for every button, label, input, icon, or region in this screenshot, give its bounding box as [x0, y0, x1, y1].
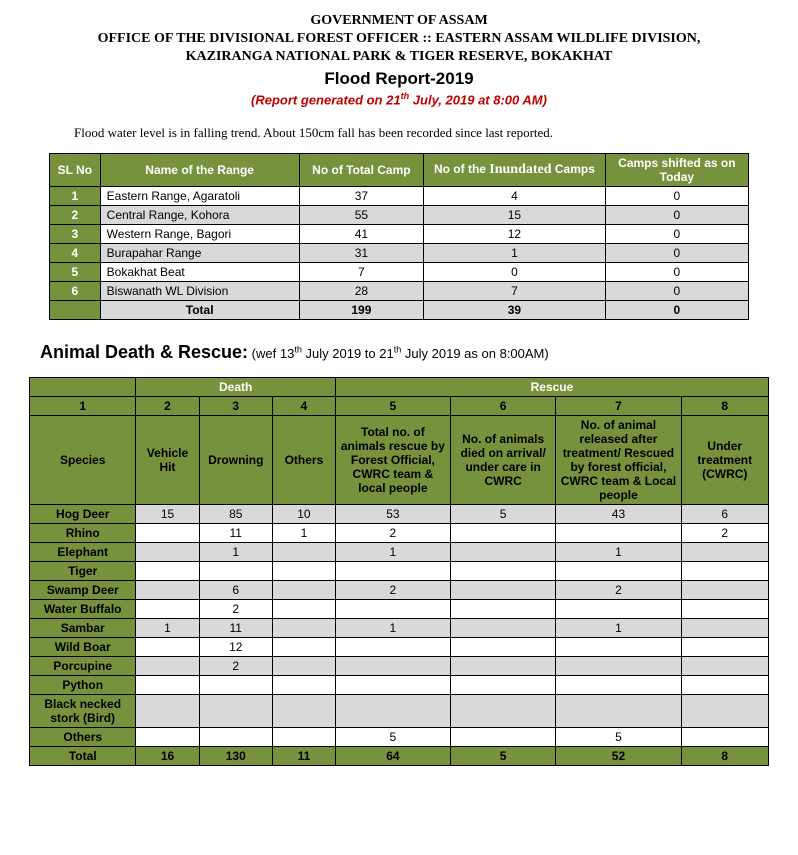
table-row: Sambar11111 [30, 618, 769, 637]
camp-table: SL No Name of the Range No of Total Camp… [49, 153, 749, 320]
col-vehicle: Vehicle Hit [136, 415, 199, 504]
table-row: Wild Boar12 [30, 637, 769, 656]
table-total-row: Total1613011645528 [30, 746, 769, 765]
report-subtitle: (Report generated on 21th July, 2019 at … [24, 91, 774, 107]
col-inundated: No of the Inundated Camps [424, 153, 606, 186]
table-row: Water Buffalo2 [30, 599, 769, 618]
status-text: Flood water level is in falling trend. A… [74, 125, 774, 141]
col-sl: SL No [50, 153, 101, 186]
table-row: Black necked stork (Bird) [30, 694, 769, 727]
table-row: Swamp Deer622 [30, 580, 769, 599]
col-rescue-total: Total no. of animals rescue by Forest Of… [335, 415, 450, 504]
table-row: Porcupine2 [30, 656, 769, 675]
table-total-row: Total199390 [50, 300, 749, 319]
table-row: Python [30, 675, 769, 694]
col-drowning: Drowning [199, 415, 272, 504]
col-total: No of Total Camp [299, 153, 424, 186]
group-rescue: Rescue [335, 377, 768, 396]
section-animal: Animal Death & Rescue: (wef 13th July 20… [40, 342, 774, 363]
table-row: 3Western Range, Bagori41120 [50, 224, 749, 243]
col-died-care: No. of animals died on arrival/ under ca… [450, 415, 556, 504]
col-shifted: Camps shifted as on Today [605, 153, 748, 186]
table-row: Elephant111 [30, 542, 769, 561]
table-row: 1Eastern Range, Agaratoli3740 [50, 186, 749, 205]
table-row: Rhino11122 [30, 523, 769, 542]
table-row: Hog Deer158510535436 [30, 504, 769, 523]
header-line2: OFFICE OF THE DIVISIONAL FOREST OFFICER … [24, 30, 774, 48]
report-title: Flood Report-2019 [24, 69, 774, 89]
col-name: Name of the Range [100, 153, 299, 186]
group-death: Death [136, 377, 336, 396]
col-num-row: 12345678 [30, 396, 769, 415]
col-others: Others [272, 415, 335, 504]
header-line3: KAZIRANGA NATIONAL PARK & TIGER RESERVE,… [24, 48, 774, 66]
animal-table: Death Rescue 12345678 Species Vehicle Hi… [29, 377, 769, 766]
col-under-treat: Under treatment (CWRC) [681, 415, 768, 504]
table-row: 2Central Range, Kohora55150 [50, 205, 749, 224]
table-row: Others55 [30, 727, 769, 746]
col-species: Species [30, 415, 136, 504]
header-line1: GOVERNMENT OF ASSAM [24, 12, 774, 30]
table-row: Tiger [30, 561, 769, 580]
table-row: 6Biswanath WL Division2870 [50, 281, 749, 300]
table-row: 5Bokakhat Beat700 [50, 262, 749, 281]
col-released: No. of animal released after treatment/ … [556, 415, 681, 504]
gov-header: GOVERNMENT OF ASSAM OFFICE OF THE DIVISI… [24, 12, 774, 67]
table-row: 4Burapahar Range3110 [50, 243, 749, 262]
group-blank [30, 377, 136, 396]
